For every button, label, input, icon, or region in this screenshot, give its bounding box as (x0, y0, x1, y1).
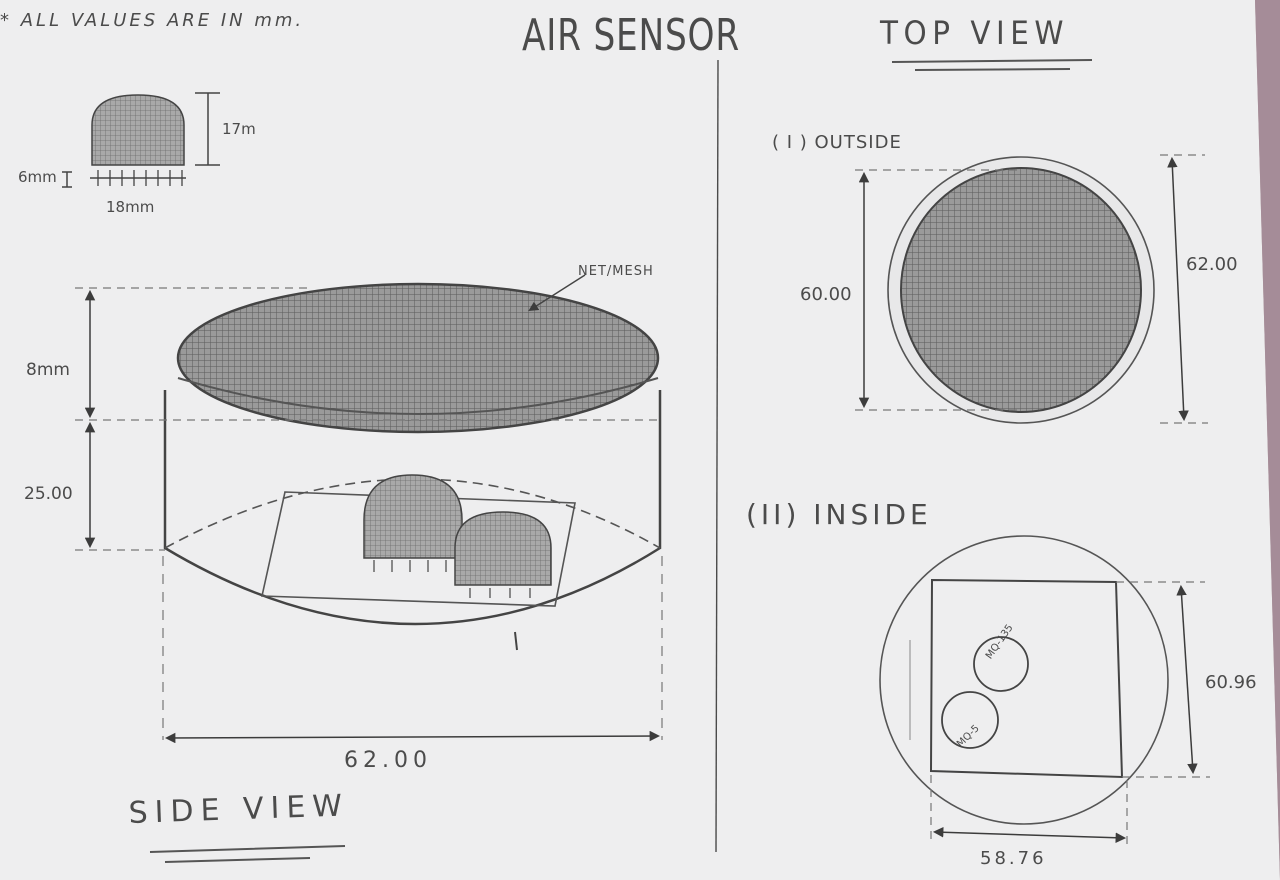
outer-mesh-circle (900, 167, 1142, 413)
inside-housing-circle (879, 535, 1169, 825)
mesh-pointer-arrow (528, 274, 586, 312)
units-note: * ALL VALUES ARE IN mm. (0, 10, 305, 31)
small-sensor-pins (97, 170, 183, 186)
small-sensor-height-dim (195, 92, 220, 166)
top-view-underline (891, 59, 1093, 71)
drawing-title: AIR SENSOR (522, 10, 740, 61)
small-sensor-width-label: 18mm (106, 198, 155, 216)
inside-extension-lines (930, 581, 1210, 845)
cloth-edge (1255, 0, 1280, 880)
small-sensor-dome (91, 94, 185, 166)
top-view-outside-diagram (855, 154, 1208, 424)
sensor-b-circle (941, 691, 999, 749)
board-height-label: 60.96 (1205, 672, 1257, 693)
small-sensor-diagram (62, 92, 220, 188)
outside-caption: ( I ) OUTSIDE (772, 132, 902, 153)
inner-diameter-label: 60.00 (800, 284, 852, 305)
cap-height-label: 8mm (26, 360, 70, 380)
cylinder-body (163, 390, 662, 626)
outer-diameter-label: 62.00 (1186, 254, 1238, 275)
small-sensor-height-label: 17m (222, 120, 256, 138)
outer-diameter-dim (1167, 156, 1189, 422)
top-view-heading: TOP VIEW (880, 14, 1069, 52)
side-view-diagram (75, 274, 663, 744)
side-circuit-board (261, 491, 576, 607)
board-width-label: 58.76 (980, 848, 1047, 869)
side-extension-lines (75, 287, 660, 551)
small-sensor-leg-label: 6mm (18, 168, 57, 186)
center-divider-line (715, 59, 719, 853)
inside-caption: (II) INSIDE (746, 498, 932, 531)
width-extension-lines (162, 556, 663, 740)
side-sensor-small (454, 511, 552, 586)
side-view-underline (149, 845, 346, 863)
side-sensor-large (363, 474, 463, 559)
body-height-label: 25.00 (24, 484, 73, 504)
side-tick (514, 631, 518, 651)
side-width-label: 62.00 (344, 748, 432, 773)
small-sensor-leg-dim (62, 171, 72, 188)
board-width-dim (932, 827, 1127, 843)
side-width-dim (164, 730, 661, 744)
board-height-dim (1176, 584, 1198, 775)
top-view-inside-diagram (879, 535, 1210, 845)
mesh-label: NET/MESH (578, 264, 654, 279)
sensor-a-circle (973, 636, 1029, 692)
cap-rim (177, 377, 659, 415)
mesh-cap (176, 282, 660, 434)
side-sensor-pins (373, 560, 531, 598)
